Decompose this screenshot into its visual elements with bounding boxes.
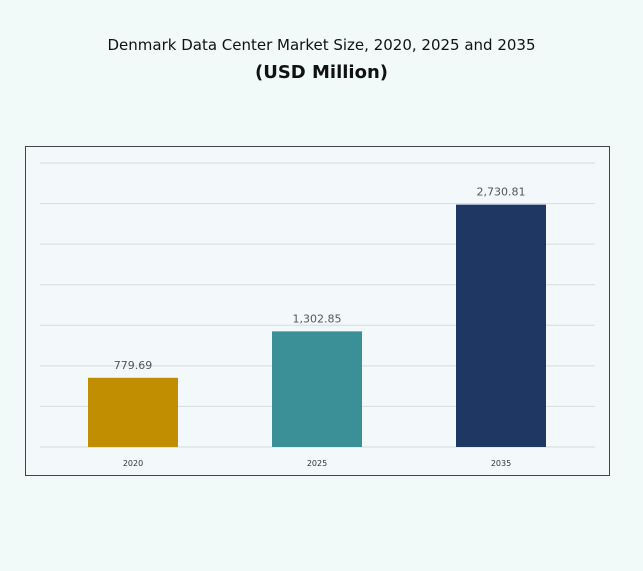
data-label: 779.69 [114,359,153,372]
x-tick-label: 2035 [491,459,511,468]
bar-2035 [456,204,546,447]
data-label: 2,730.81 [477,186,526,199]
chart-title: Denmark Data Center Market Size, 2020, 2… [107,36,536,54]
bar-2020 [88,377,178,447]
bar-2025 [272,331,362,447]
x-tick-label: 2020 [123,459,143,468]
data-label: 1,302.85 [293,312,342,325]
chart-subtitle: (USD Million) [254,62,388,83]
x-tick-label: 2025 [307,459,327,468]
